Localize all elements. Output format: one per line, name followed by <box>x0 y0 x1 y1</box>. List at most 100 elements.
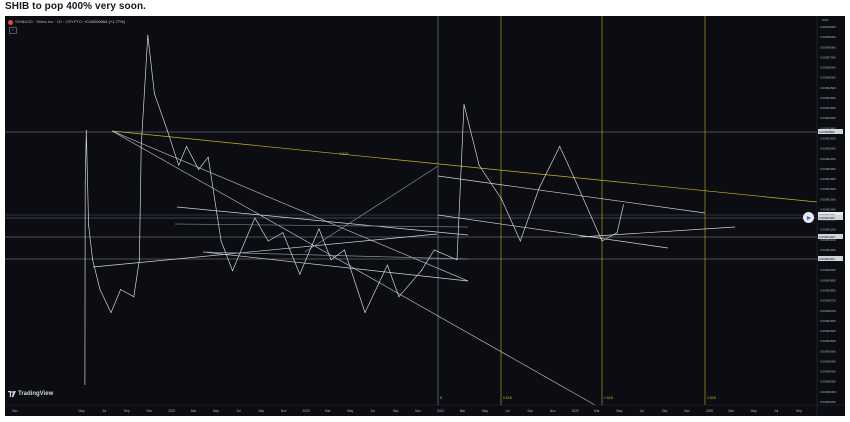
time-axis-tick: May <box>213 409 219 413</box>
time-axis-tick: Nov <box>415 409 421 413</box>
time-axis-tick: Jul <box>774 409 778 413</box>
price-point <box>267 240 269 242</box>
shiba-inu-logo-icon <box>8 19 13 25</box>
time-axis-tick: Mar <box>191 409 197 413</box>
price-axis-tick: 0.00000600 <box>820 329 836 333</box>
currency-label: USD <box>822 18 829 22</box>
price-point <box>519 240 521 242</box>
price-point <box>478 164 480 166</box>
price-axis-tick: 0.00009000 <box>820 35 836 39</box>
price-axis-tick: 0.00006000 <box>820 66 836 70</box>
price-point <box>166 129 168 131</box>
price-point <box>138 259 140 261</box>
tradingview-logo-text: TradingView <box>18 391 54 397</box>
price-tag <box>818 212 843 217</box>
time-axis-tick: 2024 <box>437 409 444 413</box>
price-point <box>501 198 502 200</box>
price-point <box>573 177 575 179</box>
chart-canvas[interactable]: 0.618 0 0.618 1.618 2.618 0.00010000 0.0000900… <box>5 16 845 416</box>
price-axis-tick: 0.00000250 <box>820 400 836 404</box>
price-point <box>88 224 90 226</box>
fib-time-label: 2.618 <box>707 396 716 400</box>
trendline[interactable] <box>92 233 438 268</box>
price-axis-tick: 0.00000550 <box>820 339 836 343</box>
price-tag-label: 0.00008860 <box>819 130 835 134</box>
price-point <box>110 312 112 314</box>
fib-time-label: 0.618 <box>503 396 512 400</box>
price-point <box>386 264 388 266</box>
trendline[interactable] <box>437 175 706 214</box>
go-to-realtime-button[interactable] <box>803 212 814 223</box>
price-axis-tick: 0.00000450 <box>820 359 836 363</box>
time-axis-tick: Jul <box>640 409 644 413</box>
time-axis-tick: Sep <box>393 409 399 413</box>
price-axis-tick: 0.00003500 <box>820 106 836 110</box>
trendline[interactable] <box>202 251 469 282</box>
time-axis-tick: Nov <box>281 409 287 413</box>
price-point <box>92 259 94 261</box>
time-axis-tick: Jul <box>102 409 106 413</box>
time-axis-tick: Sep <box>124 409 130 413</box>
price-point <box>147 34 149 36</box>
price-point <box>343 249 345 251</box>
price-point <box>601 240 603 242</box>
price-axis-tick: 0.00004000 <box>820 96 836 100</box>
time-axis-tick: Nov <box>146 409 152 413</box>
time-axis-tick: 2025 <box>572 409 579 413</box>
time-axis-tick: Nov <box>684 409 690 413</box>
price-axis-tick: 0.00010000 <box>820 25 836 29</box>
price-axis-tick: 0.00002200 <box>820 157 836 161</box>
trendline[interactable] <box>111 130 596 406</box>
time-axis-tick: Jul <box>505 409 509 413</box>
time-axis-tick: 2026 <box>706 409 713 413</box>
price-axis-tick: 0.00000650 <box>820 319 836 323</box>
time-axis-tick: May <box>347 409 353 413</box>
price-chart[interactable]: 0.618 0 0.618 1.618 2.618 0.00010000 0.0000900… <box>5 16 845 416</box>
price-point <box>99 289 101 290</box>
time-axis-tick: Mar <box>728 409 734 413</box>
time-axis-tick: Nov <box>12 409 18 413</box>
price-axis-tick: 0.00002000 <box>820 167 836 171</box>
price-axis-tick: 0.00002600 <box>820 136 836 140</box>
price-axis-tick: 0.00000300 <box>820 390 836 394</box>
tradingview-logo[interactable]: TradingView <box>8 391 53 397</box>
price-axis-tick: 0.00001200 <box>820 228 836 232</box>
price-point <box>254 217 256 219</box>
price-tag <box>818 234 843 239</box>
price-axis-tick: 0.00000400 <box>820 370 836 374</box>
fib-time-label: 0 <box>440 396 442 400</box>
trendline[interactable] <box>304 165 439 253</box>
trendline[interactable] <box>202 251 469 260</box>
price-axis-tick: 0.00007000 <box>820 55 836 59</box>
symbol-line: SHIBUSD · Shiba Inu · 1D · CRYPTO <box>15 19 82 24</box>
trendline[interactable] <box>176 206 469 236</box>
fib-level-label: 0.618 <box>340 152 349 156</box>
trendline[interactable] <box>111 130 818 203</box>
trendline[interactable] <box>579 226 736 238</box>
time-axis-tick: Jul <box>236 409 240 413</box>
time-axis-tick: May <box>616 409 622 413</box>
trendline[interactable] <box>437 214 669 249</box>
time-axis-tick: May <box>482 409 488 413</box>
price-point <box>456 259 458 261</box>
price-point <box>559 145 561 147</box>
price-point <box>420 270 422 272</box>
price-tag-label: 0.00000900 <box>819 257 835 261</box>
price-axis-tick: 0.00001400 <box>820 207 836 211</box>
price-tag <box>818 215 843 220</box>
price-change: +0.00000064 (+1.77%) <box>83 19 125 24</box>
price-axis-tick: 0.00002400 <box>820 147 836 151</box>
time-axis-tick: May <box>79 409 85 413</box>
time-axis-tick: Sep <box>662 409 668 413</box>
price-line[interactable] <box>84 34 624 385</box>
price-tag-label: 0.00001563 <box>819 216 835 220</box>
tradingview-logo-icon <box>8 391 16 397</box>
price-axis-tick: 0.00000500 <box>820 349 836 353</box>
collapse-indicators-button[interactable]: ^ <box>9 27 17 34</box>
price-axis-tick: 0.00005000 <box>820 76 836 80</box>
price-point <box>538 187 540 189</box>
trendline[interactable] <box>174 223 469 228</box>
symbol-header: SHIBUSD · Shiba Inu · 1D · CRYPTO +0.000… <box>8 18 125 26</box>
trendline[interactable] <box>111 130 469 282</box>
price-tag <box>818 256 843 261</box>
